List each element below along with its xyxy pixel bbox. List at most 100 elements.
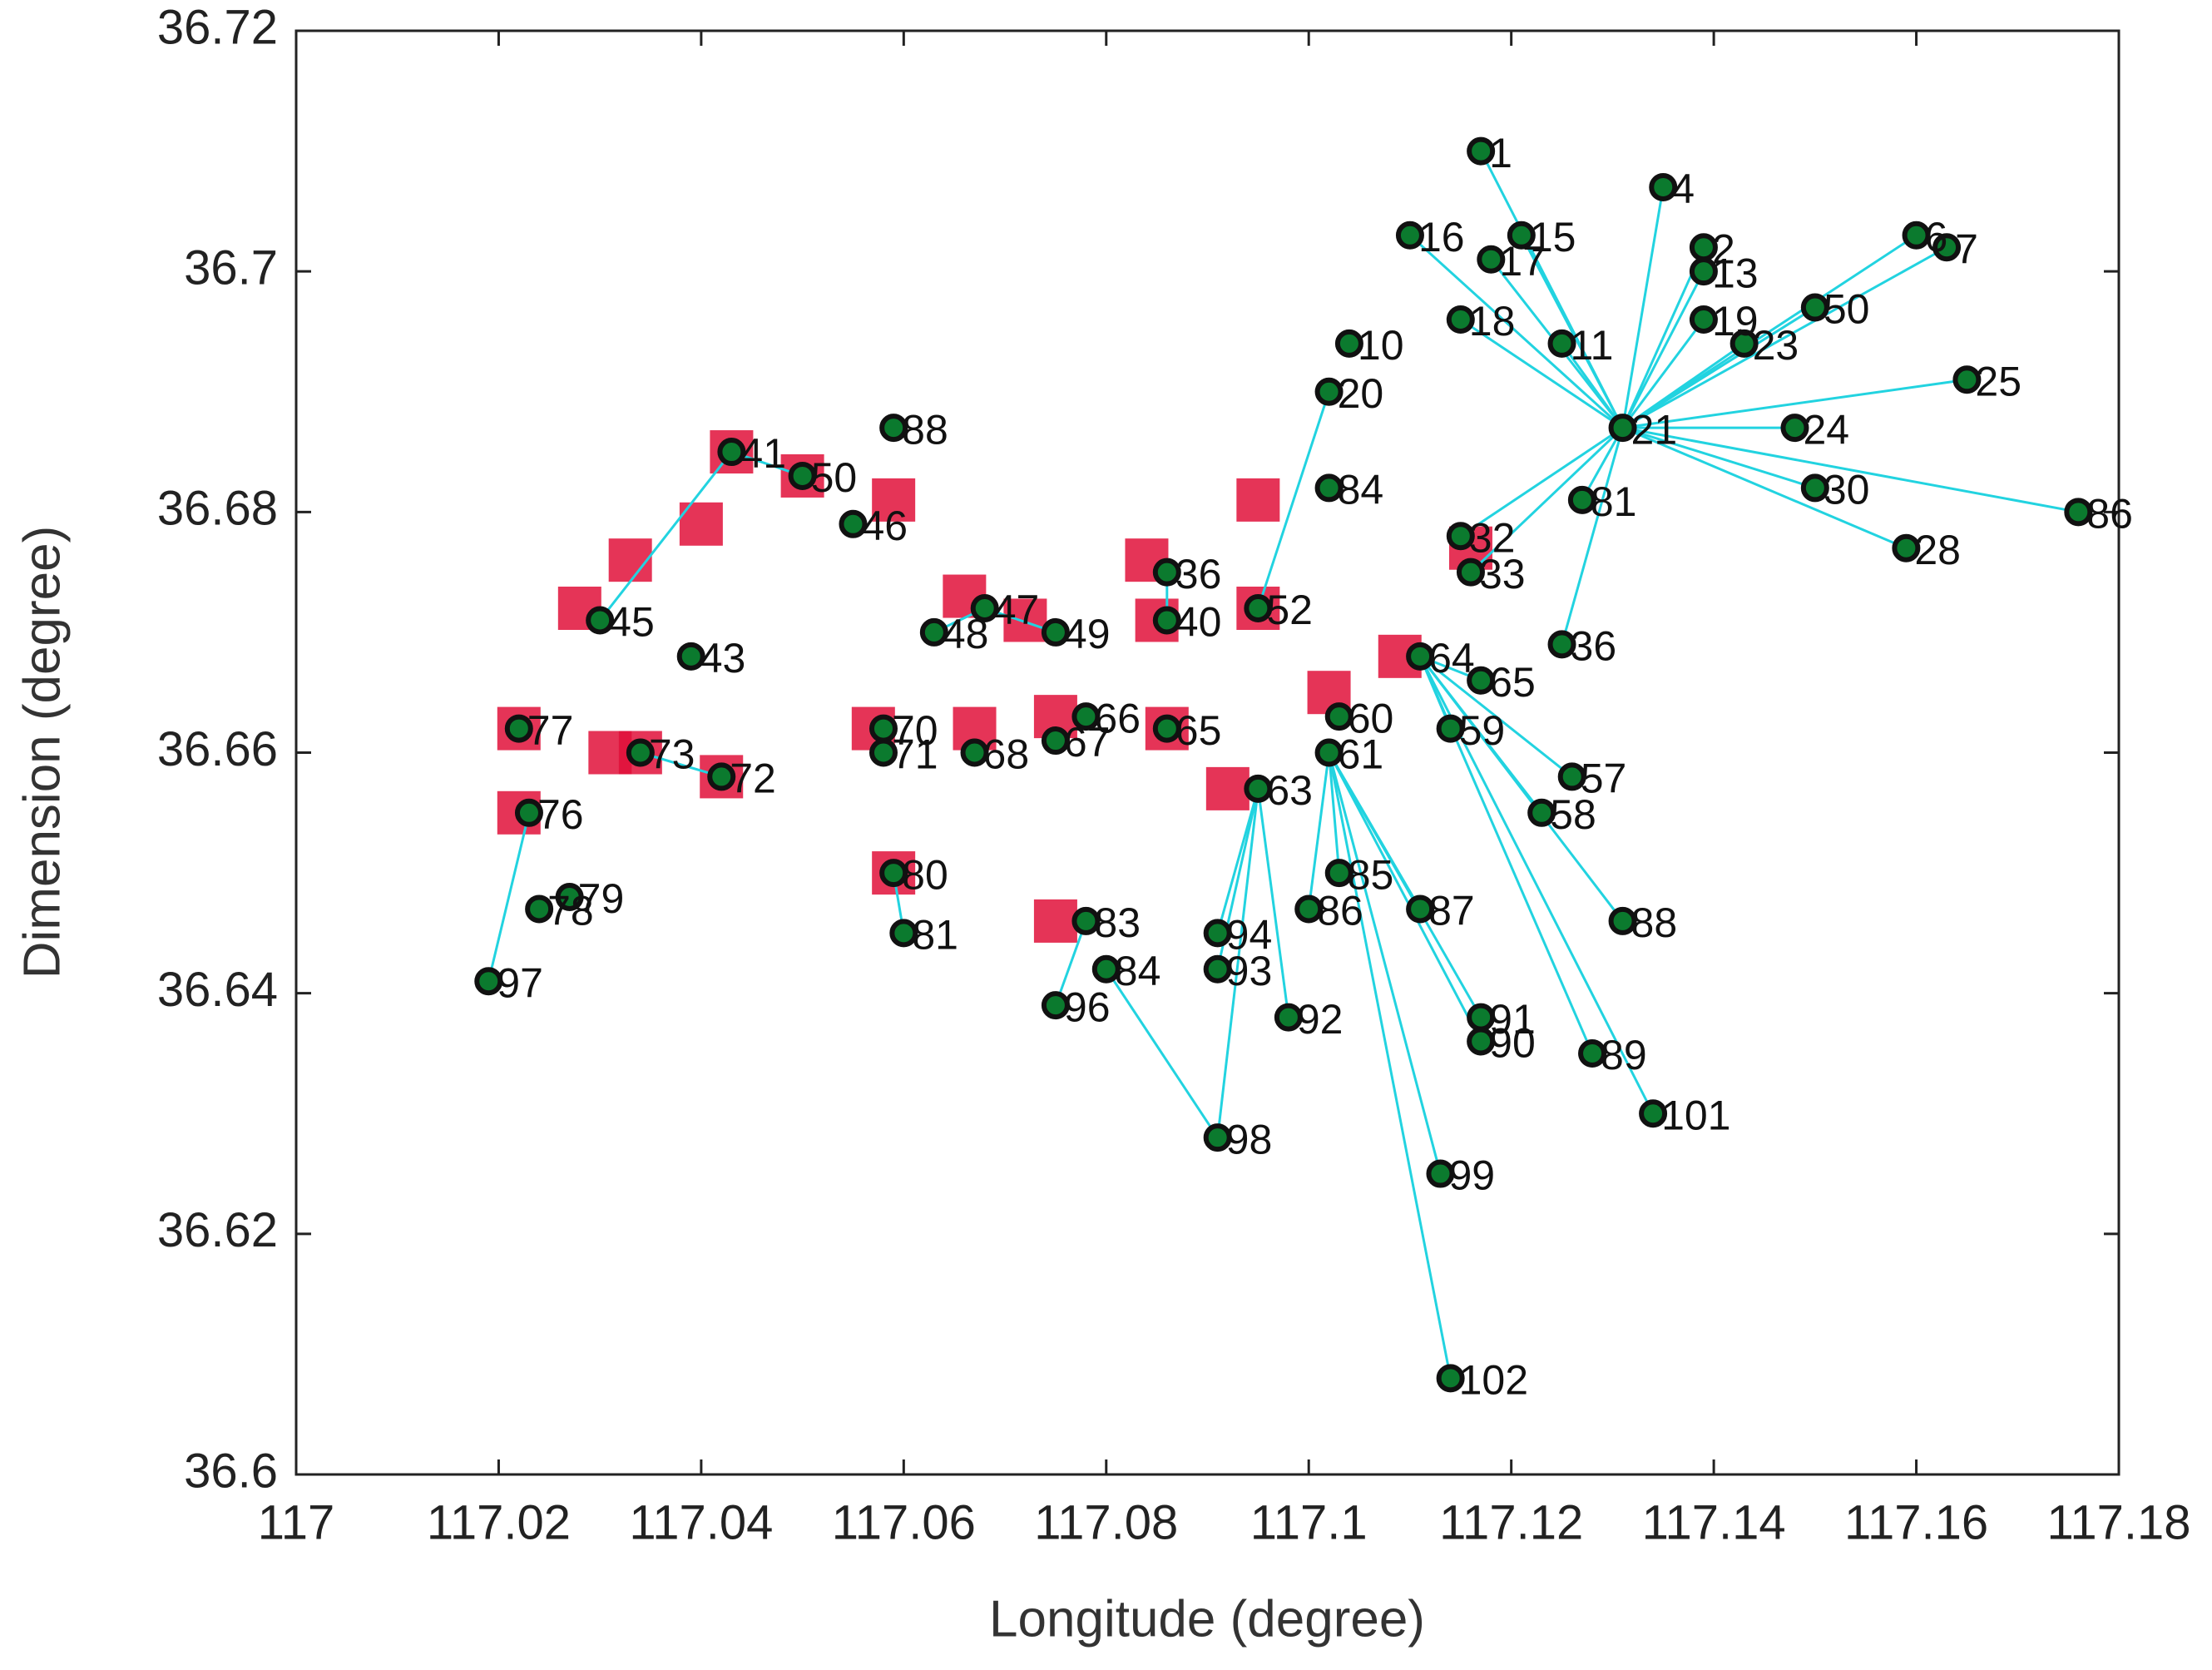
center-marker [1205,766,1250,810]
point-label: 64 [1428,635,1475,681]
point-marker [960,738,989,767]
x-tick-label: 117.16 [1844,1495,1988,1549]
point-marker [2064,498,2093,527]
point-label: 4 [1671,166,1695,212]
y-axis-label: Dimension (degree) [13,526,71,979]
point-label: 85 [1348,851,1394,898]
point-marker [514,798,543,827]
point-label: 30 [1824,467,1870,513]
point-marker [1244,594,1273,622]
center-marker [608,538,652,582]
point-label: 59 [1459,707,1506,754]
point-label: 41 [740,430,786,477]
point-label: 52 [1266,587,1313,633]
point-marker [1730,329,1759,358]
point-label: 21 [1631,406,1678,453]
point-label: 72 [730,756,776,802]
point-marker [879,414,908,443]
x-tick-label: 117.04 [629,1495,773,1549]
point-marker [1314,473,1344,503]
link-line [1621,234,1918,429]
point-marker [1395,221,1424,250]
point-label: 20 [1338,370,1384,417]
point-label: 24 [1803,406,1849,453]
point-marker [1446,522,1475,551]
point-label: 91 [1489,996,1536,1043]
point-label: 18 [1469,298,1516,344]
point-marker [717,438,746,467]
point-marker [1152,714,1181,743]
point-label: 65 [1175,707,1222,754]
point-marker [1071,702,1101,731]
point-label: 84 [1338,467,1384,513]
link-line [1054,920,1087,1006]
x-tick-label: 117.14 [1642,1495,1786,1549]
link-line [1419,655,1573,778]
point-marker [1932,233,1962,262]
point-label: 101 [1661,1092,1730,1138]
point-marker [1436,714,1465,743]
link-line [1256,391,1330,609]
x-axis-label: Longitude (degree) [989,1590,1425,1648]
point-label: 73 [649,731,695,778]
point-marker [839,509,868,538]
point-marker [1507,221,1536,250]
point-marker [1294,894,1324,924]
point-marker [1091,954,1121,984]
link-line [1418,655,1624,922]
point-label: 102 [1459,1357,1528,1404]
point-label: 88 [1631,899,1678,946]
point-label: 17 [1499,238,1546,285]
point-marker [1567,485,1596,514]
link-line [1459,426,1624,538]
point-marker [1608,906,1637,935]
link-line [1328,752,1341,874]
y-tick-label: 36.68 [157,482,278,536]
point-label: 36 [1175,551,1222,597]
point-marker [970,594,999,622]
point-label: 97 [497,959,543,1006]
point-label: 79 [578,875,625,922]
point-marker [1800,293,1829,322]
point-marker [1467,136,1496,166]
link-line [1479,150,1624,429]
point-marker [504,714,533,743]
point-label: 28 [1914,527,1961,573]
point-label: 66 [1094,695,1141,741]
y-tick-label: 36.62 [157,1203,278,1257]
point-label: 86 [1317,888,1363,934]
point-marker [919,617,948,647]
point-label: 49 [1064,611,1111,657]
point-marker [1203,954,1232,984]
point-label: 50 [1824,286,1870,333]
point-label: 88 [902,406,948,453]
point-label: 19 [1712,298,1759,344]
point-label: 7 [1955,225,1978,272]
y-tick-label: 36.7 [184,240,278,295]
point-label: 81 [1591,478,1637,525]
center-marker [1003,598,1047,642]
point-marker [1406,894,1435,924]
link-line [1328,752,1442,1174]
point-marker [1780,414,1809,443]
point-marker [1324,702,1353,731]
point-label: 10 [1358,322,1404,369]
y-tick-label: 36.64 [157,963,278,1017]
point-marker [626,738,655,767]
point-label: 40 [1175,599,1222,646]
point-label: 78 [547,888,594,934]
point-marker [788,461,817,490]
point-label: 87 [1428,888,1475,934]
x-tick-label: 117.1 [1250,1495,1368,1549]
point-label: 11 [1571,322,1614,369]
point-label: 36 [1571,623,1617,670]
point-marker [525,894,554,924]
point-label: 70 [892,707,938,754]
point-marker [586,606,615,635]
point-label: 13 [1712,250,1759,296]
point-marker [1314,377,1344,406]
point-marker [1041,726,1070,756]
point-label: 77 [527,707,574,754]
point-label: 16 [1418,214,1465,260]
point-label: 60 [1348,695,1394,741]
